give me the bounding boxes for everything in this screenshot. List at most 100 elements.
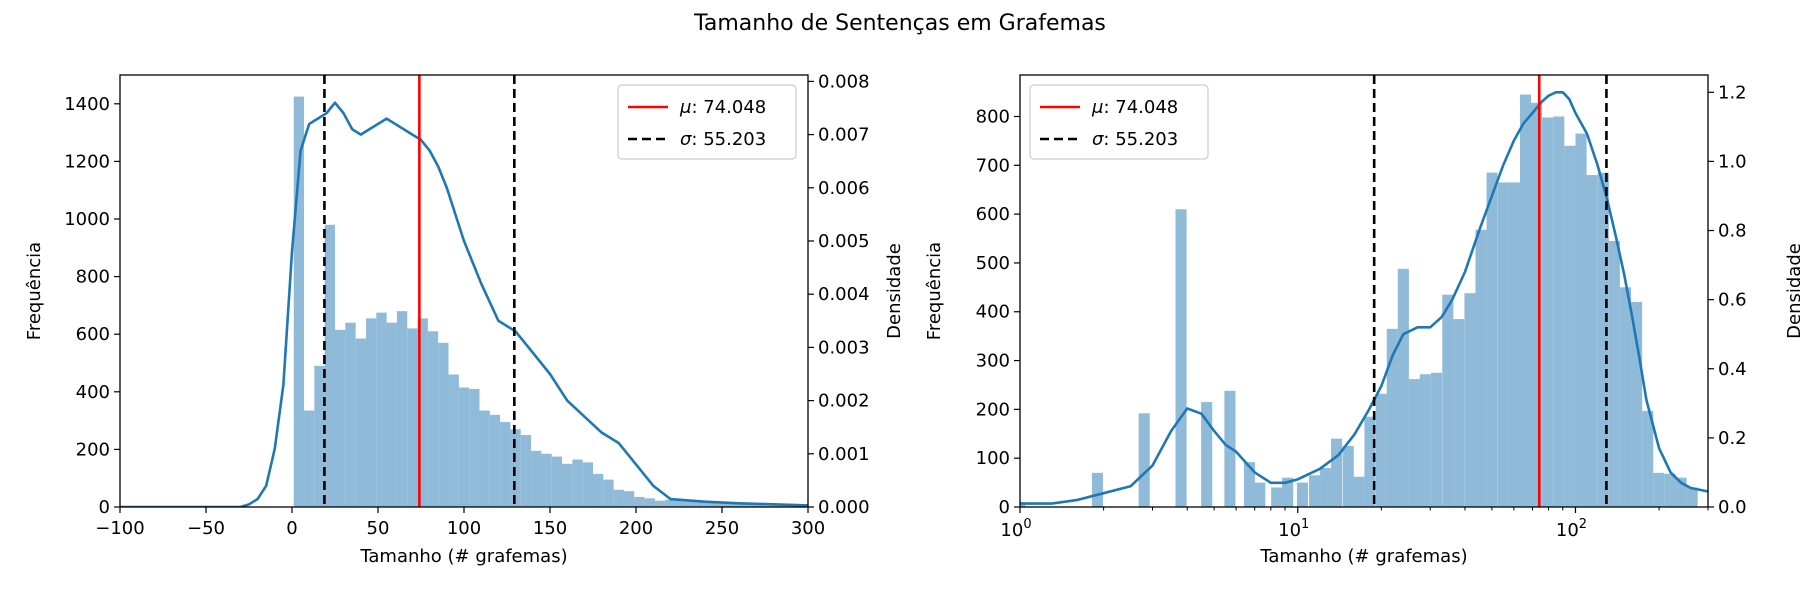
y-tick-label: 0	[999, 497, 1010, 518]
histogram-bar	[458, 387, 470, 507]
histogram-bar	[634, 496, 645, 507]
histogram-bar	[1138, 413, 1150, 507]
histogram-bar	[654, 500, 666, 507]
histogram-bar	[1375, 393, 1387, 507]
legend: μ: 74.048 σ: 55.203	[1029, 84, 1209, 160]
histogram-bar	[427, 331, 439, 507]
y-tick-label: 300	[976, 351, 1010, 372]
histogram-bar	[500, 422, 511, 507]
legend-sigma-label: σ: 55.203	[1092, 129, 1178, 150]
histogram-bar	[716, 502, 728, 507]
histogram-bar	[345, 322, 356, 507]
x-axis-label: Tamanho (# grafemas)	[359, 546, 567, 567]
kde-curve	[120, 101, 808, 507]
x-tick-label: 300	[791, 518, 825, 539]
legend-symbol: σ	[680, 129, 692, 150]
histogram-bar	[685, 501, 697, 507]
histogram-bar	[1530, 102, 1543, 507]
y-tick-label: 1400	[64, 94, 110, 115]
histogram-bar	[1296, 482, 1309, 507]
y-right-tick-label: 0.2	[1718, 428, 1747, 449]
histogram-bar	[706, 502, 717, 507]
y-right-tick-label: 0.0	[1718, 497, 1747, 518]
figure-title: Tamanho de Sentenças em Grafemas	[693, 11, 1106, 36]
histogram-bar	[1497, 182, 1509, 507]
y-tick-label: 400	[76, 382, 110, 403]
y-axis-right-label: Densidade	[1784, 243, 1800, 339]
y-tick-label: 600	[976, 204, 1010, 225]
histogram-bar	[1664, 473, 1676, 507]
histogram-bar	[1542, 117, 1554, 507]
histogram-bars	[1020, 94, 1698, 507]
histogram-bar	[1331, 438, 1343, 507]
x-tick-label-base: 10	[1000, 520, 1023, 541]
legend-symbol: μ	[1091, 97, 1103, 118]
y-right-tick-label: 1.2	[1718, 82, 1747, 103]
y-right-tick-label: 0.8	[1718, 221, 1747, 242]
histogram-bar	[1408, 379, 1420, 507]
y-tick-label: 200	[976, 399, 1010, 420]
plot-area	[120, 75, 808, 507]
plot-area	[1020, 75, 1708, 507]
legend-value: : 74.048	[1103, 97, 1178, 118]
histogram-bar	[324, 224, 335, 507]
histogram-bars	[293, 96, 808, 507]
histogram-bar	[1519, 94, 1532, 507]
y-right-tick-label: 1.0	[1718, 151, 1747, 172]
histogram-bar	[376, 312, 387, 507]
y-right-tick-label: 0.001	[818, 444, 870, 465]
y-right-tick-label: 0.008	[818, 71, 870, 92]
histogram-bar	[593, 473, 604, 507]
histogram-bar	[531, 450, 542, 507]
x-tick-label: 200	[619, 518, 653, 539]
y-right-tick-label: 0.004	[818, 284, 870, 305]
linear-histogram-chart: −100 −50 0 50 100 150 200 250 300 0 200 400 600 800 10…	[24, 71, 905, 567]
histogram-bar	[623, 491, 635, 507]
histogram-bar	[1464, 293, 1476, 507]
histogram-bar	[778, 505, 790, 507]
legend-box	[1029, 84, 1209, 160]
y-axis-left-ticks: 0 200 400 600 800 1000 1200 1400	[64, 94, 120, 518]
histogram-bar	[1243, 462, 1255, 507]
y-right-tick-label: 0.4	[1718, 359, 1747, 380]
histogram-bar	[396, 311, 408, 507]
histogram-bar	[1642, 410, 1654, 507]
y-right-tick-label: 0.007	[818, 125, 870, 146]
histogram-bar	[613, 489, 624, 507]
histogram-bar	[1453, 319, 1465, 507]
legend-value: : 55.203	[1103, 129, 1178, 150]
x-tick-label-base: 10	[1278, 520, 1301, 541]
histogram-bar	[1254, 482, 1266, 507]
legend-symbol: σ	[1092, 129, 1104, 150]
histogram-bar	[1608, 240, 1620, 507]
legend-value: : 55.203	[691, 129, 766, 150]
histogram-bar	[603, 479, 614, 507]
y-tick-label: 0	[99, 497, 110, 518]
histogram-bar	[304, 410, 315, 507]
y-tick-label: 200	[76, 439, 110, 460]
histogram-bar	[314, 365, 325, 507]
histogram-bar	[727, 503, 738, 507]
legend-mean-label: μ: 74.048	[1091, 97, 1178, 118]
histogram-bar	[1653, 472, 1665, 507]
histogram-bar	[1201, 402, 1213, 507]
histogram-bar	[758, 504, 769, 507]
legend-mean-label: μ: 74.048	[679, 97, 766, 118]
y-axis-label: Frequência	[924, 242, 945, 340]
histogram-bar	[448, 374, 459, 507]
histogram-bar	[1686, 487, 1698, 507]
histogram-bar	[644, 498, 655, 507]
x-tick-label-base: 10	[1556, 520, 1579, 541]
histogram-bar	[747, 504, 759, 507]
histogram-bar	[1353, 476, 1365, 507]
log-histogram-chart: 100 101 10201002003004005006007008000.00.2…	[924, 74, 1800, 567]
x-tick-label: 0	[286, 518, 297, 539]
y-tick-label: 700	[976, 155, 1010, 176]
histogram-bar	[1508, 182, 1521, 507]
x-tick-label: −50	[187, 518, 225, 539]
histogram-bar	[1364, 416, 1376, 507]
y-right-tick-label: 0.003	[818, 337, 870, 358]
histogram-bar	[469, 388, 480, 507]
